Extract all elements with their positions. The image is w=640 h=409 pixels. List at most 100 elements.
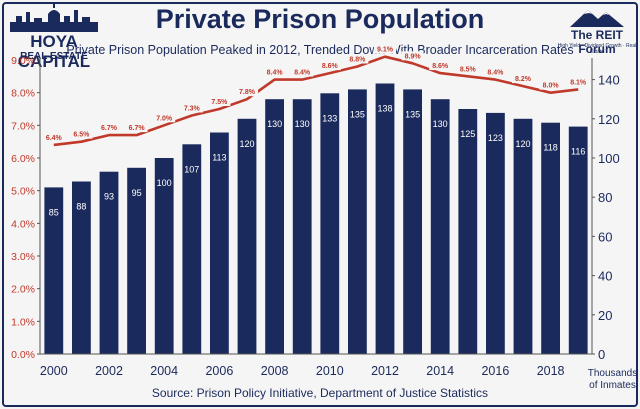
left-tick-label-8: 8.0% [11,88,35,100]
incarceration-rate-line [53,55,579,147]
x-tick-label-2012: 2012 [371,364,399,378]
line-label-bg-2002 [98,123,120,133]
line-label-2016: 8.4% [487,70,504,77]
line-label-bg-2004 [153,113,176,123]
bar-2019 [568,126,588,354]
bar-label-2006: 113 [212,153,226,163]
bar-label-2007: 120 [239,139,254,149]
bar-label-2017: 120 [515,139,530,149]
bar-2001 [72,181,91,354]
left-tick-label-6: 6.0% [11,153,35,165]
left-logo-sub: REAL ESTATE [20,51,88,62]
line-label-2018: 8.0% [543,83,560,90]
left-tick-label-2: 2.0% [11,284,35,296]
line-label-2006: 7.5% [211,99,228,106]
bar-label-2011: 135 [350,109,365,119]
right-tick-label-7: 140 [598,73,620,88]
x-tick-label-2018: 2018 [537,364,565,378]
left-tick-label-0: 0.0% [11,349,35,361]
x-tick-label-2006: 2006 [205,364,233,378]
line-label-bg-2016 [484,67,507,77]
line-label-2012: 9.1% [377,47,394,54]
bar-label-2009: 130 [295,119,310,129]
right-tick-label-1: 20 [598,308,612,323]
bar-2017 [513,118,533,354]
x-tick-label-2002: 2002 [95,364,123,378]
bar-label-2018: 118 [543,143,557,153]
bar-label-2010: 133 [322,113,337,123]
line-label-2010: 8.6% [322,63,339,70]
line-label-2000: 6.4% [46,135,63,142]
bar-label-2012: 138 [377,104,392,114]
bar-label-2008: 130 [267,119,282,129]
line-label-bg-2005 [180,103,203,113]
line-label-2019: 8.1% [570,79,587,86]
line-label-2001: 6.5% [73,132,90,139]
x-tick-label-2016: 2016 [481,364,509,378]
left-tick-label-5: 5.0% [11,186,35,198]
line-label-bg-2011 [346,54,369,64]
right-tick-label-6: 120 [598,112,620,127]
bar-2012 [375,83,395,354]
units-line-2: of Inmates [589,380,636,391]
bar-label-2013: 135 [405,109,420,119]
bar-2004 [154,158,174,354]
right-tick-label-4: 80 [598,190,612,205]
line-label-2014: 8.6% [432,63,449,70]
right-axis-units: Thousands of Inmates [585,368,640,392]
line-label-2017: 8.2% [515,76,532,83]
units-line-1: Thousands [587,368,638,379]
chart-title: Private Prison Population [155,4,485,34]
line-label-bg-2006 [208,97,231,106]
bar-label-2000: 85 [49,207,59,217]
bar-2010 [320,93,340,355]
x-tick-label-2000: 2000 [40,364,68,378]
line-label-bg-2003 [125,123,148,133]
bar-label-2015: 125 [460,129,475,139]
chart-subtitle: Private Prison Population Peaked in 2012… [66,43,574,57]
right-tick-label-2: 40 [598,269,612,284]
bar-2005 [182,144,202,354]
bar-2015 [458,109,478,354]
line-label-bg-2000 [42,132,65,142]
right-logo-name: The REIT Forum [570,28,623,56]
bar-2003 [127,167,146,354]
line-label-bg-2009 [291,67,314,77]
line-label-2003: 6.7% [129,125,146,132]
left-tick-label-4: 4.0% [11,218,35,230]
bar-2009 [292,99,312,354]
line-label-bg-2015 [456,64,479,74]
bar-2002 [99,171,119,354]
line-label-bg-2013 [401,51,424,61]
left-tick-label-3: 3.0% [11,251,35,263]
bar-2011 [348,89,367,355]
line-label-2002: 6.7% [101,125,118,132]
line-label-bg-2019 [567,77,590,87]
line-label-2009: 8.4% [294,70,311,77]
bar-label-2014: 130 [433,119,448,129]
bar-2013 [403,89,422,355]
line-label-2008: 8.4% [267,70,284,77]
line-label-bg-2012 [374,44,396,54]
line-label-bg-2018 [539,80,562,90]
right-tick-label-3: 60 [598,229,612,244]
x-tick-label-2004: 2004 [150,364,178,378]
left-tick-label-1: 1.0% [11,316,35,328]
bar-2007 [237,118,257,354]
x-tick-label-2010: 2010 [316,364,344,378]
bar-2016 [486,112,505,355]
bar-2018 [541,122,560,354]
bar-label-2003: 95 [132,188,142,198]
line-label-bg-2014 [429,61,452,71]
right-tick-label-5: 100 [598,151,620,166]
line-label-bg-2010 [318,61,341,71]
line-label-bg-2001 [70,129,93,139]
mountain-icon [570,10,624,27]
x-tick-label-2008: 2008 [261,364,289,378]
line-label-bg-2007 [236,87,258,97]
bar-2014 [430,99,450,354]
reit-forum-logo: The REIT Forum High Yield · Dividend Gro… [556,6,638,56]
bar-label-2005: 107 [184,164,199,174]
left-logo-name: HOYA CAPITAL [17,32,91,71]
